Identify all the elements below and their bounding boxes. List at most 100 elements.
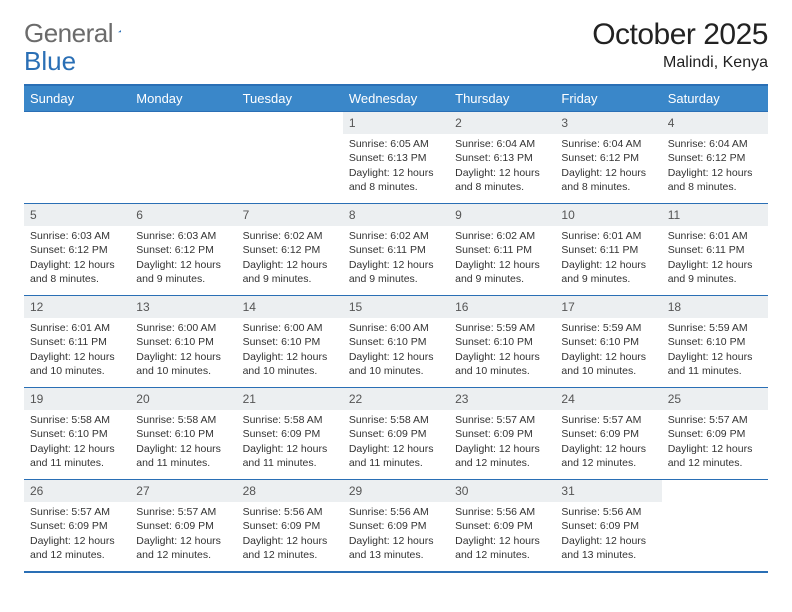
day-number: 24 (555, 388, 661, 410)
day-number: 26 (24, 480, 130, 502)
day-number: 10 (555, 204, 661, 226)
calendar-day-cell: 2Sunrise: 6:04 AMSunset: 6:13 PMDaylight… (449, 112, 555, 204)
sunrise-text: Sunrise: 5:59 AM (668, 321, 762, 335)
logo-text-blue: Blue (24, 46, 76, 77)
weekday-header: Monday (130, 85, 236, 112)
daylight-text: Daylight: 12 hours and 8 minutes. (668, 166, 762, 194)
calendar-day-cell: 31Sunrise: 5:56 AMSunset: 6:09 PMDayligh… (555, 480, 661, 572)
day-details: Sunrise: 6:00 AMSunset: 6:10 PMDaylight:… (130, 318, 236, 382)
daylight-text: Daylight: 12 hours and 11 minutes. (136, 442, 230, 470)
sunrise-text: Sunrise: 6:00 AM (243, 321, 337, 335)
day-details: Sunrise: 6:00 AMSunset: 6:10 PMDaylight:… (343, 318, 449, 382)
sunrise-text: Sunrise: 5:57 AM (455, 413, 549, 427)
day-details: Sunrise: 6:05 AMSunset: 6:13 PMDaylight:… (343, 134, 449, 198)
calendar-week-row: 5Sunrise: 6:03 AMSunset: 6:12 PMDaylight… (24, 204, 768, 296)
sunset-text: Sunset: 6:11 PM (668, 243, 762, 257)
sunrise-text: Sunrise: 5:59 AM (455, 321, 549, 335)
daylight-text: Daylight: 12 hours and 9 minutes. (349, 258, 443, 286)
daylight-text: Daylight: 12 hours and 12 minutes. (668, 442, 762, 470)
calendar-week-row: 19Sunrise: 5:58 AMSunset: 6:10 PMDayligh… (24, 388, 768, 480)
calendar-day-cell: 5Sunrise: 6:03 AMSunset: 6:12 PMDaylight… (24, 204, 130, 296)
calendar-day-cell: 8Sunrise: 6:02 AMSunset: 6:11 PMDaylight… (343, 204, 449, 296)
calendar-day-cell: 27Sunrise: 5:57 AMSunset: 6:09 PMDayligh… (130, 480, 236, 572)
calendar-day-cell: 19Sunrise: 5:58 AMSunset: 6:10 PMDayligh… (24, 388, 130, 480)
day-number: 5 (24, 204, 130, 226)
sunrise-text: Sunrise: 5:58 AM (136, 413, 230, 427)
sunrise-text: Sunrise: 5:56 AM (455, 505, 549, 519)
day-number: 25 (662, 388, 768, 410)
sunset-text: Sunset: 6:12 PM (243, 243, 337, 257)
calendar-day-cell: 28Sunrise: 5:56 AMSunset: 6:09 PMDayligh… (237, 480, 343, 572)
day-details: Sunrise: 6:04 AMSunset: 6:13 PMDaylight:… (449, 134, 555, 198)
day-number: 15 (343, 296, 449, 318)
sunset-text: Sunset: 6:10 PM (561, 335, 655, 349)
day-details: Sunrise: 6:03 AMSunset: 6:12 PMDaylight:… (24, 226, 130, 290)
sunrise-text: Sunrise: 6:04 AM (561, 137, 655, 151)
sunset-text: Sunset: 6:10 PM (668, 335, 762, 349)
daylight-text: Daylight: 12 hours and 9 minutes. (668, 258, 762, 286)
daylight-text: Daylight: 12 hours and 8 minutes. (349, 166, 443, 194)
sunset-text: Sunset: 6:09 PM (136, 519, 230, 533)
day-details: Sunrise: 5:57 AMSunset: 6:09 PMDaylight:… (130, 502, 236, 566)
daylight-text: Daylight: 12 hours and 12 minutes. (455, 442, 549, 470)
sunrise-text: Sunrise: 6:04 AM (455, 137, 549, 151)
daylight-text: Daylight: 12 hours and 9 minutes. (561, 258, 655, 286)
sunrise-text: Sunrise: 6:05 AM (349, 137, 443, 151)
day-number: 9 (449, 204, 555, 226)
calendar-day-cell: 18Sunrise: 5:59 AMSunset: 6:10 PMDayligh… (662, 296, 768, 388)
calendar-day-cell: 29Sunrise: 5:56 AMSunset: 6:09 PMDayligh… (343, 480, 449, 572)
daylight-text: Daylight: 12 hours and 10 minutes. (136, 350, 230, 378)
day-details: Sunrise: 5:57 AMSunset: 6:09 PMDaylight:… (662, 410, 768, 474)
calendar-table: Sunday Monday Tuesday Wednesday Thursday… (24, 84, 768, 573)
day-details: Sunrise: 5:56 AMSunset: 6:09 PMDaylight:… (237, 502, 343, 566)
sunset-text: Sunset: 6:12 PM (561, 151, 655, 165)
daylight-text: Daylight: 12 hours and 12 minutes. (455, 534, 549, 562)
calendar-day-cell: 3Sunrise: 6:04 AMSunset: 6:12 PMDaylight… (555, 112, 661, 204)
weekday-header: Wednesday (343, 85, 449, 112)
day-details: Sunrise: 6:04 AMSunset: 6:12 PMDaylight:… (662, 134, 768, 198)
sunrise-text: Sunrise: 5:57 AM (668, 413, 762, 427)
sunset-text: Sunset: 6:09 PM (455, 519, 549, 533)
sunrise-text: Sunrise: 6:00 AM (349, 321, 443, 335)
day-number: 19 (24, 388, 130, 410)
calendar-day-cell: . (237, 112, 343, 204)
weekday-header: Saturday (662, 85, 768, 112)
sunset-text: Sunset: 6:09 PM (243, 427, 337, 441)
calendar-day-cell: 26Sunrise: 5:57 AMSunset: 6:09 PMDayligh… (24, 480, 130, 572)
calendar-day-cell: 11Sunrise: 6:01 AMSunset: 6:11 PMDayligh… (662, 204, 768, 296)
calendar-day-cell: 14Sunrise: 6:00 AMSunset: 6:10 PMDayligh… (237, 296, 343, 388)
calendar-header-row: Sunday Monday Tuesday Wednesday Thursday… (24, 85, 768, 112)
sunset-text: Sunset: 6:12 PM (668, 151, 762, 165)
weekday-header: Sunday (24, 85, 130, 112)
sunrise-text: Sunrise: 5:58 AM (30, 413, 124, 427)
calendar-day-cell: 30Sunrise: 5:56 AMSunset: 6:09 PMDayligh… (449, 480, 555, 572)
daylight-text: Daylight: 12 hours and 13 minutes. (561, 534, 655, 562)
calendar-day-cell: 7Sunrise: 6:02 AMSunset: 6:12 PMDaylight… (237, 204, 343, 296)
calendar-day-cell: . (130, 112, 236, 204)
day-number: 22 (343, 388, 449, 410)
sunset-text: Sunset: 6:10 PM (455, 335, 549, 349)
daylight-text: Daylight: 12 hours and 12 minutes. (30, 534, 124, 562)
day-details: Sunrise: 5:57 AMSunset: 6:09 PMDaylight:… (24, 502, 130, 566)
day-number: 8 (343, 204, 449, 226)
location: Malindi, Kenya (592, 54, 768, 72)
day-details: Sunrise: 5:59 AMSunset: 6:10 PMDaylight:… (662, 318, 768, 382)
daylight-text: Daylight: 12 hours and 10 minutes. (349, 350, 443, 378)
day-number: 17 (555, 296, 661, 318)
calendar-day-cell: 12Sunrise: 6:01 AMSunset: 6:11 PMDayligh… (24, 296, 130, 388)
month-title: October 2025 (592, 18, 768, 52)
day-number: 28 (237, 480, 343, 502)
day-details: Sunrise: 6:02 AMSunset: 6:11 PMDaylight:… (343, 226, 449, 290)
sunset-text: Sunset: 6:09 PM (243, 519, 337, 533)
calendar-day-cell: 16Sunrise: 5:59 AMSunset: 6:10 PMDayligh… (449, 296, 555, 388)
sunset-text: Sunset: 6:09 PM (561, 427, 655, 441)
daylight-text: Daylight: 12 hours and 11 minutes. (668, 350, 762, 378)
sunset-text: Sunset: 6:13 PM (455, 151, 549, 165)
sunrise-text: Sunrise: 6:04 AM (668, 137, 762, 151)
calendar-body: ...1Sunrise: 6:05 AMSunset: 6:13 PMDayli… (24, 112, 768, 572)
weekday-header: Thursday (449, 85, 555, 112)
daylight-text: Daylight: 12 hours and 11 minutes. (349, 442, 443, 470)
day-number: 18 (662, 296, 768, 318)
day-details: Sunrise: 6:01 AMSunset: 6:11 PMDaylight:… (24, 318, 130, 382)
calendar-day-cell: 4Sunrise: 6:04 AMSunset: 6:12 PMDaylight… (662, 112, 768, 204)
